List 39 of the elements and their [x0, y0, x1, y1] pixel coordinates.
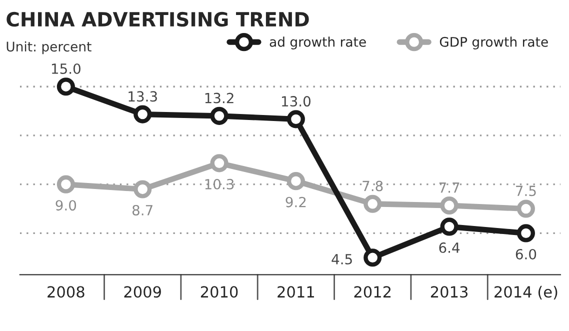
- data-label: 10.3: [205, 178, 234, 190]
- legend-label: GDP growth rate: [440, 36, 548, 50]
- point: [56, 175, 75, 194]
- data-label: 13.0: [282, 96, 310, 107]
- point: [440, 196, 458, 215]
- chart-title: CHINA ADVERTISING TREND: [6, 12, 309, 27]
- point: [134, 105, 152, 124]
- x-tick-label: 2011: [278, 286, 314, 298]
- x-tick-label: 2009: [124, 286, 161, 298]
- point: [364, 194, 382, 213]
- data-label: 13.3: [128, 91, 157, 102]
- data-label: 9.0: [56, 200, 76, 211]
- point: [440, 218, 458, 236]
- chart-subtitle: Unit: percent: [6, 41, 92, 54]
- point: [286, 172, 305, 190]
- data-label: 13.2: [205, 92, 234, 104]
- point: [516, 200, 535, 218]
- point: [364, 248, 382, 267]
- data-label: 15.0: [52, 63, 80, 74]
- data-label: 9.2: [286, 196, 306, 208]
- data-label: 7.5: [516, 186, 536, 196]
- data-label: 4.5: [332, 254, 352, 264]
- x-tick-label: 2012: [354, 286, 391, 298]
- legend-label: ad growth rate: [270, 36, 366, 50]
- data-label: 6.0: [516, 248, 536, 260]
- x-tick-label: 2013: [430, 286, 468, 298]
- point: [210, 106, 228, 125]
- point: [134, 180, 152, 198]
- data-label: 8.7: [132, 204, 152, 216]
- point: [516, 224, 535, 242]
- point: [210, 154, 228, 172]
- x-tick-label: 2008: [48, 286, 84, 298]
- point: [56, 78, 75, 96]
- data-label: 6.4: [439, 242, 460, 253]
- x-tick-label: 2014 (e): [494, 286, 558, 300]
- data-label: 7.8: [362, 180, 383, 192]
- point: [286, 110, 305, 128]
- data-label: 7.7: [439, 182, 460, 193]
- x-tick-label: 2010: [200, 286, 238, 298]
